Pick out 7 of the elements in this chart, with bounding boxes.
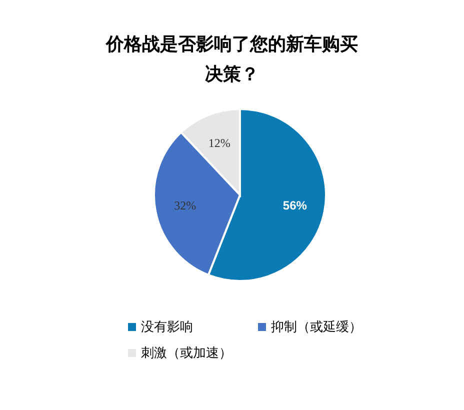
legend-label: 抑制（或延缓） — [271, 319, 362, 336]
legend-label: 刺激（或加速） — [141, 345, 232, 362]
legend-label: 没有影响 — [141, 319, 193, 336]
data-label: 32% — [174, 198, 196, 212]
chart-title: 价格战是否影响了您的新车购买决策？ — [104, 33, 359, 87]
data-label: 56% — [282, 198, 308, 212]
data-label: 12% — [208, 136, 230, 150]
